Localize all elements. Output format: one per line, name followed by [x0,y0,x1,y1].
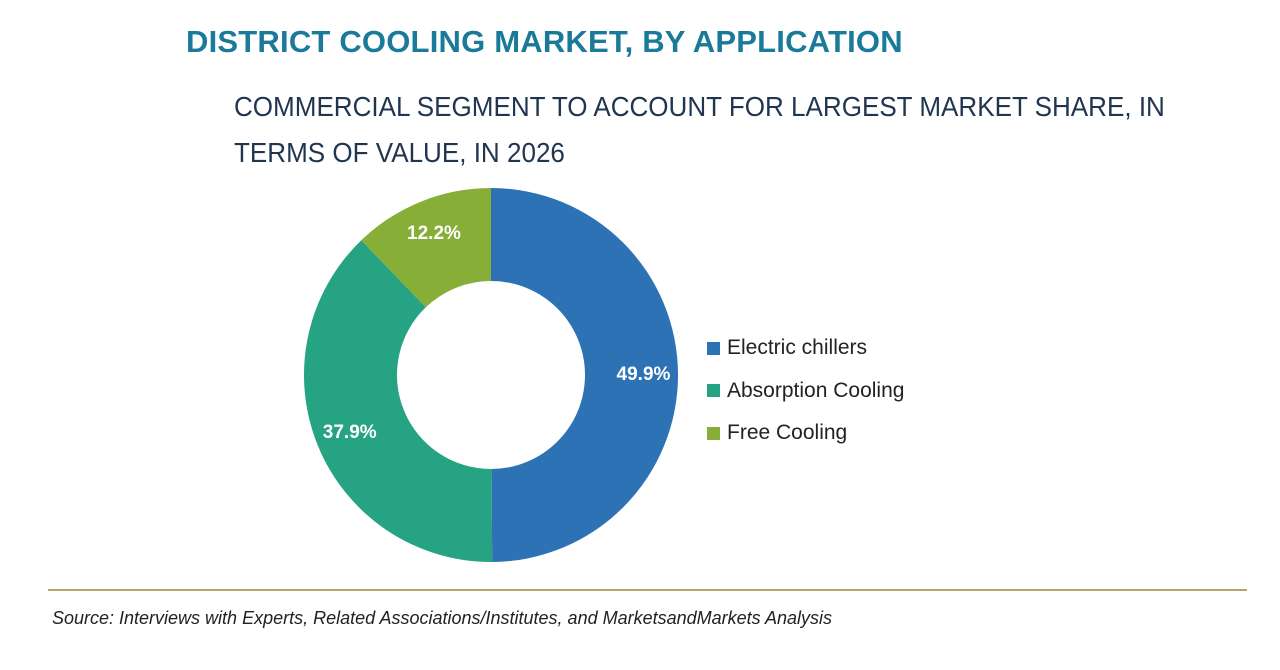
slice-absorption-cooling [303,240,493,562]
chart-subtitle: COMMERCIAL SEGMENT TO ACCOUNT FOR LARGES… [234,91,1165,168]
donut-slice-labels: 49.9% 37.9% 12.2% [323,223,671,443]
legend-label: Electric chillers [727,336,868,360]
legend-swatch [707,384,720,398]
footer-divider [48,589,1247,591]
slice-label-electric-chillers: 49.9% [617,364,671,385]
legend-item-absorption-cooling: Absorption Cooling [707,370,904,413]
slice-label-free-cooling: 12.2% [407,223,461,244]
chart-title: DISTRICT COOLING MARKET, BY APPLICATION [186,24,903,59]
slice-electric-chillers [491,188,679,562]
slice-free-cooling [361,188,491,308]
legend-swatch [707,426,720,440]
slice-label-absorption-cooling: 37.9% [323,422,377,443]
donut-slices [303,188,679,562]
source-note: Source: Interviews with Experts, Related… [52,608,833,628]
legend-label: Absorption Cooling [727,378,905,402]
donut-chart: 49.9% 37.9% 12.2% [303,188,679,562]
chart-legend: Electric chillers Absorption Cooling Free … [707,327,904,455]
legend-swatch [707,341,720,355]
legend-item-electric-chillers: Electric chillers [707,327,904,370]
legend-label: Free Cooling [727,421,848,445]
legend-item-free-cooling: Free Cooling [707,412,904,455]
